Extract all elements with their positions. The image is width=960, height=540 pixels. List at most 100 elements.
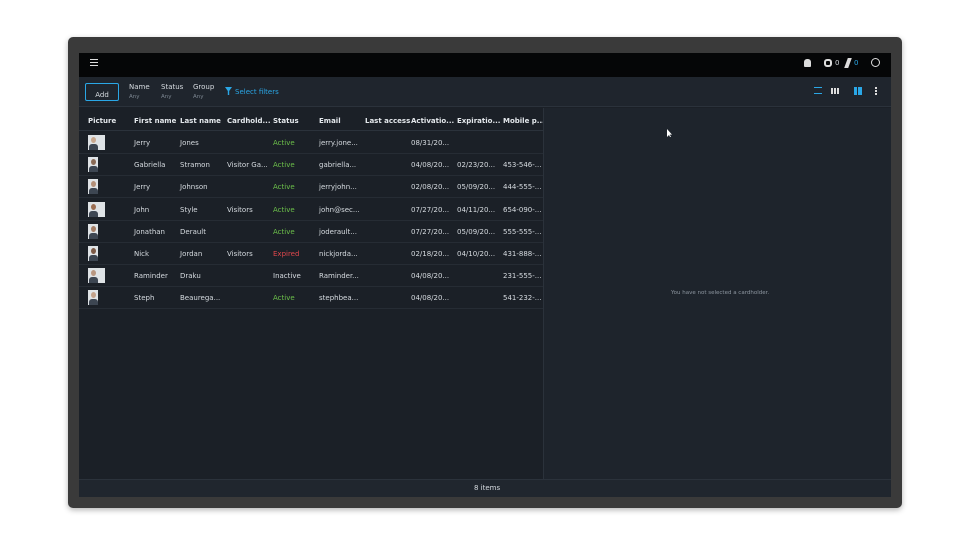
cell[interactable]: 04/11/20...: [457, 205, 496, 214]
column-header[interactable]: Status: [273, 117, 299, 125]
top-bar: [79, 53, 891, 77]
cell[interactable]: 541-232-...: [503, 294, 542, 303]
cell[interactable]: Stramon: [180, 161, 210, 170]
cell[interactable]: Beaurega...: [180, 294, 221, 303]
cell[interactable]: 04/08/20...: [411, 294, 450, 303]
cell[interactable]: Active: [273, 294, 295, 303]
cell[interactable]: 05/09/20...: [457, 183, 496, 192]
notification-icon[interactable]: [804, 59, 811, 67]
shoulders: [89, 232, 98, 239]
filter-label[interactable]: Status: [161, 83, 184, 91]
shoulders: [89, 210, 98, 217]
add-button[interactable]: Add: [85, 83, 119, 101]
cell[interactable]: Active: [273, 227, 295, 236]
face: [91, 270, 96, 277]
row-divider: [79, 264, 543, 265]
cell[interactable]: Active: [273, 139, 295, 147]
cell[interactable]: gabriella...: [319, 161, 357, 170]
cell[interactable]: jerry.jone...: [319, 139, 358, 147]
split-view-icon[interactable]: [854, 87, 862, 95]
cell[interactable]: Visitor Ga...: [227, 161, 268, 170]
cell[interactable]: Derault: [180, 227, 206, 236]
filter-value[interactable]: Any: [129, 94, 140, 100]
face: [91, 248, 96, 254]
user-icon[interactable]: [871, 58, 880, 67]
shoulders: [89, 299, 98, 306]
cell[interactable]: 04/08/20...: [411, 272, 450, 281]
shoulders: [89, 144, 98, 150]
cell[interactable]: 08/31/20...: [411, 139, 450, 147]
cell[interactable]: Active: [273, 205, 295, 214]
cell[interactable]: Visitors: [227, 250, 253, 258]
cell[interactable]: Active: [273, 183, 295, 192]
cell[interactable]: Visitors: [227, 205, 253, 214]
column-header[interactable]: Last name: [180, 117, 221, 125]
cardholder-picture: [88, 157, 98, 173]
filter-icon[interactable]: [225, 87, 232, 95]
cell[interactable]: nickjorda...: [319, 250, 358, 258]
column-header[interactable]: Expiratio...: [457, 117, 501, 125]
cell[interactable]: 231-555-...: [503, 272, 542, 281]
row-divider: [79, 308, 543, 310]
cell[interactable]: 555-555-...: [503, 227, 542, 236]
column-header[interactable]: Last access: [365, 117, 411, 125]
cell[interactable]: joderault...: [319, 227, 357, 236]
menu-icon[interactable]: [90, 59, 98, 66]
cell[interactable]: john@sec...: [319, 205, 360, 214]
cardholder-picture: [88, 201, 105, 217]
column-header[interactable]: First name: [134, 117, 177, 125]
cell[interactable]: Nick: [134, 250, 150, 258]
cell[interactable]: Steph: [134, 294, 155, 303]
cardholder-picture: [88, 290, 98, 306]
cell[interactable]: 444-555-...: [503, 183, 542, 192]
cell[interactable]: Raminder...: [319, 272, 359, 281]
cell[interactable]: Inactive: [273, 272, 301, 281]
cell[interactable]: Active: [273, 161, 295, 170]
filter-value[interactable]: Any: [161, 94, 172, 100]
cell[interactable]: 654-090-...: [503, 205, 542, 214]
cell[interactable]: Expired: [273, 250, 300, 258]
select-filters[interactable]: Select filters: [235, 88, 279, 96]
cell[interactable]: Jerry: [134, 139, 151, 147]
row-divider: [79, 175, 543, 177]
cell[interactable]: jerryjohn...: [319, 183, 357, 192]
filter-value[interactable]: Any: [193, 94, 204, 100]
cell[interactable]: 04/10/20...: [457, 250, 496, 258]
cell[interactable]: 07/27/20...: [411, 227, 450, 236]
cardholder-picture: [88, 135, 105, 150]
cell[interactable]: 431-888-...: [503, 250, 542, 258]
cell[interactable]: Draku: [180, 272, 201, 281]
cell[interactable]: stephbea...: [319, 294, 359, 303]
cell[interactable]: Johnson: [180, 183, 208, 192]
more-icon[interactable]: [875, 87, 877, 95]
screen: 0 0 Add Select filters Picture First name…: [79, 53, 891, 497]
monitor-icon[interactable]: [824, 59, 832, 67]
cell[interactable]: Jerry: [134, 183, 151, 192]
cell[interactable]: Raminder: [134, 272, 168, 281]
filter-label[interactable]: Name: [129, 83, 150, 91]
cell[interactable]: John: [134, 205, 150, 214]
column-header[interactable]: Picture: [88, 117, 117, 125]
list-view-icon[interactable]: [814, 87, 822, 94]
cell[interactable]: 02/18/20...: [411, 250, 450, 258]
cell[interactable]: Jones: [180, 139, 199, 147]
cell[interactable]: 02/23/20...: [457, 161, 496, 170]
column-header[interactable]: Activatio...: [411, 117, 455, 125]
cell[interactable]: Gabriella: [134, 161, 166, 170]
table: Picture First name Last name Cardhold... Sta…: [79, 108, 545, 479]
cell[interactable]: Jordan: [180, 250, 203, 258]
cell[interactable]: 02/08/20...: [411, 183, 450, 192]
column-header[interactable]: Cardhold...: [227, 117, 271, 125]
face: [91, 203, 96, 210]
cell[interactable]: Jonathan: [134, 227, 165, 236]
column-header[interactable]: Email: [319, 117, 341, 125]
cell[interactable]: 04/08/20...: [411, 161, 450, 170]
tile-view-icon[interactable]: [831, 88, 839, 94]
cell[interactable]: Style: [180, 205, 198, 214]
cell[interactable]: 07/27/20...: [411, 205, 450, 214]
cell[interactable]: 05/09/20...: [457, 227, 496, 236]
cell[interactable]: 453-546-...: [503, 161, 542, 170]
face: [91, 159, 96, 166]
column-header[interactable]: Mobile p...: [503, 117, 545, 125]
filter-label[interactable]: Group: [193, 83, 215, 91]
